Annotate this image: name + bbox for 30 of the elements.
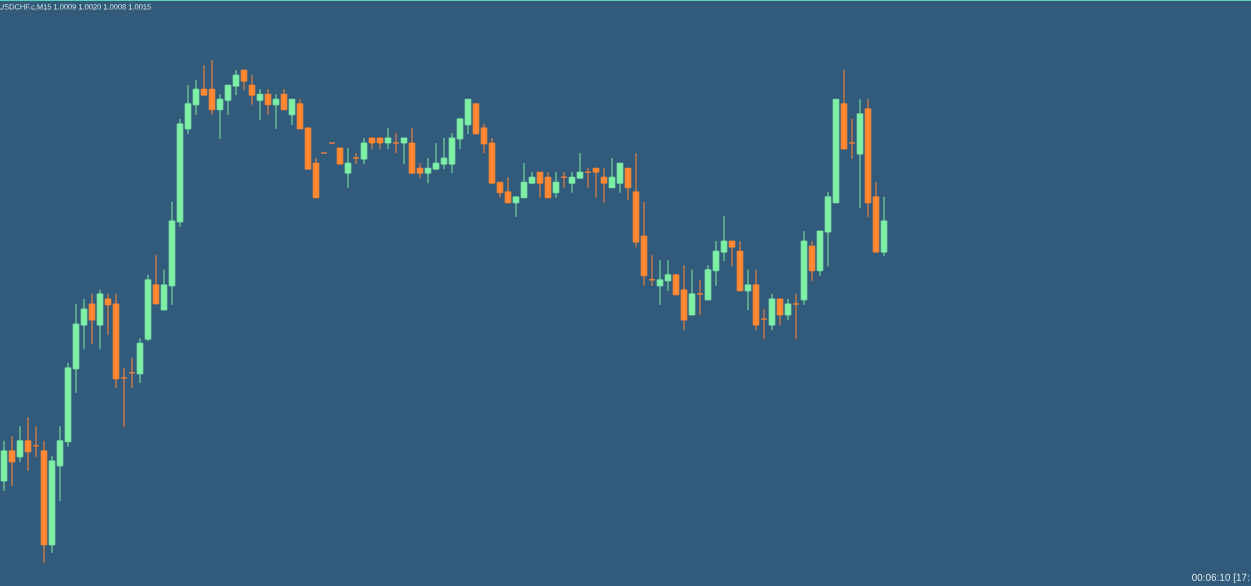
- candlestick: [784, 298, 792, 321]
- candlestick: [776, 298, 784, 326]
- candlestick: [600, 167, 608, 204]
- candlestick: [728, 240, 736, 267]
- candlestick: [88, 293, 96, 345]
- candlestick: [360, 137, 368, 165]
- candlestick: [688, 269, 696, 316]
- candlestick: [392, 132, 400, 154]
- candlestick: [696, 279, 704, 316]
- candlestick: [256, 88, 264, 121]
- candlestick: [744, 269, 752, 311]
- candlestick: [400, 137, 408, 165]
- candlestick: [552, 171, 560, 199]
- candlestick: [264, 88, 272, 116]
- candlestick: [384, 127, 392, 150]
- candlestick: [344, 147, 352, 189]
- candlestick: [272, 93, 280, 130]
- candlestick: [128, 357, 136, 389]
- candlestick: [8, 435, 16, 487]
- candlestick: [16, 425, 24, 463]
- candlestick: [248, 74, 256, 106]
- candlestick: [592, 167, 600, 199]
- candlestick: [624, 167, 632, 201]
- candlestick: [240, 69, 248, 91]
- candlestick: [792, 293, 800, 340]
- candlestick: [152, 254, 160, 305]
- candlestick: [352, 152, 360, 165]
- candlestick: [288, 98, 296, 126]
- candlestick: [280, 88, 288, 111]
- text: 00:06:10 [17:: [1192, 573, 1249, 583]
